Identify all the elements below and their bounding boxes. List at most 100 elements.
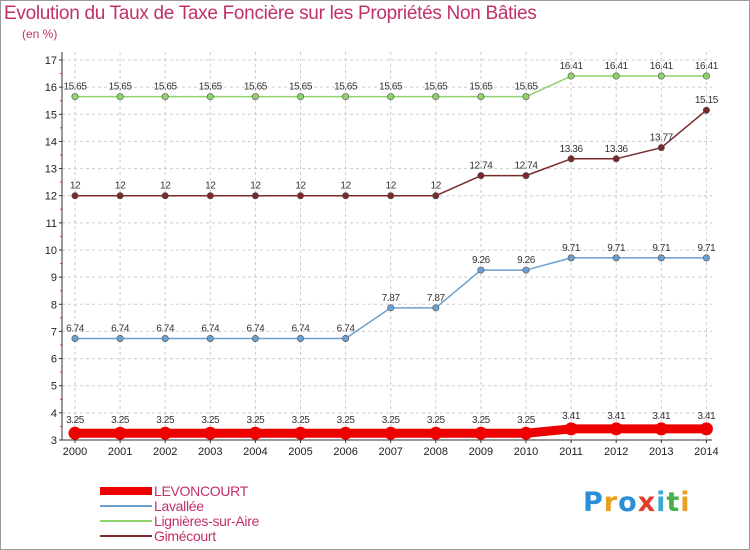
y-tick-label: 6 <box>51 354 57 366</box>
legend-swatch <box>100 487 152 495</box>
data-label: 3.25 <box>517 415 536 426</box>
x-tick-label: 2013 <box>649 446 673 458</box>
data-point <box>206 192 214 200</box>
data-label: 15.65 <box>289 82 313 93</box>
data-label: 12 <box>205 181 216 192</box>
data-point <box>387 93 395 101</box>
data-point <box>612 72 620 80</box>
data-label: 15.65 <box>379 82 403 93</box>
data-label: 6.74 <box>156 323 175 334</box>
data-label: 15.65 <box>514 82 538 93</box>
data-label: 12 <box>386 181 397 192</box>
data-point <box>342 192 350 200</box>
data-label: 12 <box>160 181 171 192</box>
data-point <box>71 334 79 342</box>
data-label: 6.74 <box>246 323 265 334</box>
data-point <box>116 93 124 101</box>
data-label: 9.26 <box>472 255 491 266</box>
data-label: 15.65 <box>63 82 87 93</box>
data-point <box>342 334 350 342</box>
plot-area <box>62 52 712 440</box>
data-label: 9.71 <box>562 243 581 254</box>
data-label: 3.25 <box>201 415 220 426</box>
logo-letter: i <box>656 487 667 518</box>
legend-swatch <box>100 520 152 522</box>
data-point <box>387 192 395 200</box>
data-point <box>203 426 217 440</box>
data-point <box>702 254 710 262</box>
data-point <box>699 422 713 436</box>
data-label: 12.74 <box>514 161 538 172</box>
data-label: 7.87 <box>427 293 446 304</box>
data-label: 3.41 <box>652 411 671 422</box>
x-tick-label: 2008 <box>424 446 448 458</box>
data-point <box>294 426 307 440</box>
data-label: 12.74 <box>469 161 493 172</box>
data-label: 15.15 <box>695 95 719 106</box>
data-label: 9.71 <box>652 243 671 254</box>
data-label: 9.71 <box>607 243 626 254</box>
data-label: 16.41 <box>650 61 674 72</box>
data-label: 16.41 <box>605 61 629 72</box>
y-tick-label: 17 <box>45 55 57 67</box>
data-label: 3.25 <box>472 415 491 426</box>
data-point <box>564 422 578 436</box>
data-point <box>384 426 398 440</box>
legend-swatch <box>100 505 152 507</box>
data-label: 3.25 <box>382 415 401 426</box>
x-tick-label: 2009 <box>469 446 493 458</box>
x-tick-label: 2007 <box>378 446 402 458</box>
data-point <box>612 155 620 163</box>
data-point <box>522 266 530 274</box>
data-label: 3.25 <box>292 415 311 426</box>
y-tick-label: 14 <box>45 136 57 148</box>
data-point <box>567 254 575 262</box>
data-point <box>113 426 127 440</box>
data-point <box>206 334 214 342</box>
data-label: 3.41 <box>697 411 716 422</box>
y-tick-label: 12 <box>45 191 57 203</box>
data-label: 3.25 <box>427 415 446 426</box>
x-tick-label: 2006 <box>333 446 357 458</box>
data-point <box>609 422 623 436</box>
data-point <box>296 93 304 101</box>
data-point <box>657 144 665 152</box>
logo-letter: o <box>618 487 638 518</box>
x-tick-label: 2003 <box>198 446 222 458</box>
proxiti-logo: Proxiti <box>583 487 691 518</box>
data-label: 15.65 <box>334 82 358 93</box>
chart-unit-label: (en %) <box>22 27 58 41</box>
data-label: 16.41 <box>695 61 719 72</box>
data-label: 7.87 <box>382 293 401 304</box>
data-point <box>161 192 169 200</box>
data-point <box>567 72 575 80</box>
data-point <box>477 172 485 180</box>
x-tick-label: 2002 <box>153 446 177 458</box>
y-tick-label: 5 <box>51 381 57 393</box>
data-point <box>158 426 172 440</box>
data-point <box>251 192 259 200</box>
data-point <box>432 93 440 101</box>
y-tick-label: 16 <box>45 82 57 94</box>
data-label: 3.25 <box>246 415 265 426</box>
data-label: 12 <box>431 181 442 192</box>
data-label: 12 <box>250 181 261 192</box>
data-label: 13.36 <box>560 144 584 155</box>
data-point <box>432 192 440 200</box>
legend-label: Lignières-sur-Aire <box>154 513 260 529</box>
data-point <box>68 426 82 440</box>
data-label: 16.41 <box>560 61 584 72</box>
x-tick-label: 2011 <box>559 446 583 458</box>
data-label: 13.36 <box>605 144 629 155</box>
data-point <box>702 72 710 80</box>
y-tick-label: 4 <box>51 408 57 420</box>
data-label: 12 <box>70 181 81 192</box>
data-point <box>296 192 304 200</box>
data-point <box>522 172 530 180</box>
data-label: 15.65 <box>154 82 178 93</box>
data-point <box>657 72 665 80</box>
data-point <box>429 426 443 440</box>
data-label: 12 <box>295 181 306 192</box>
y-tick-label: 8 <box>51 299 57 311</box>
